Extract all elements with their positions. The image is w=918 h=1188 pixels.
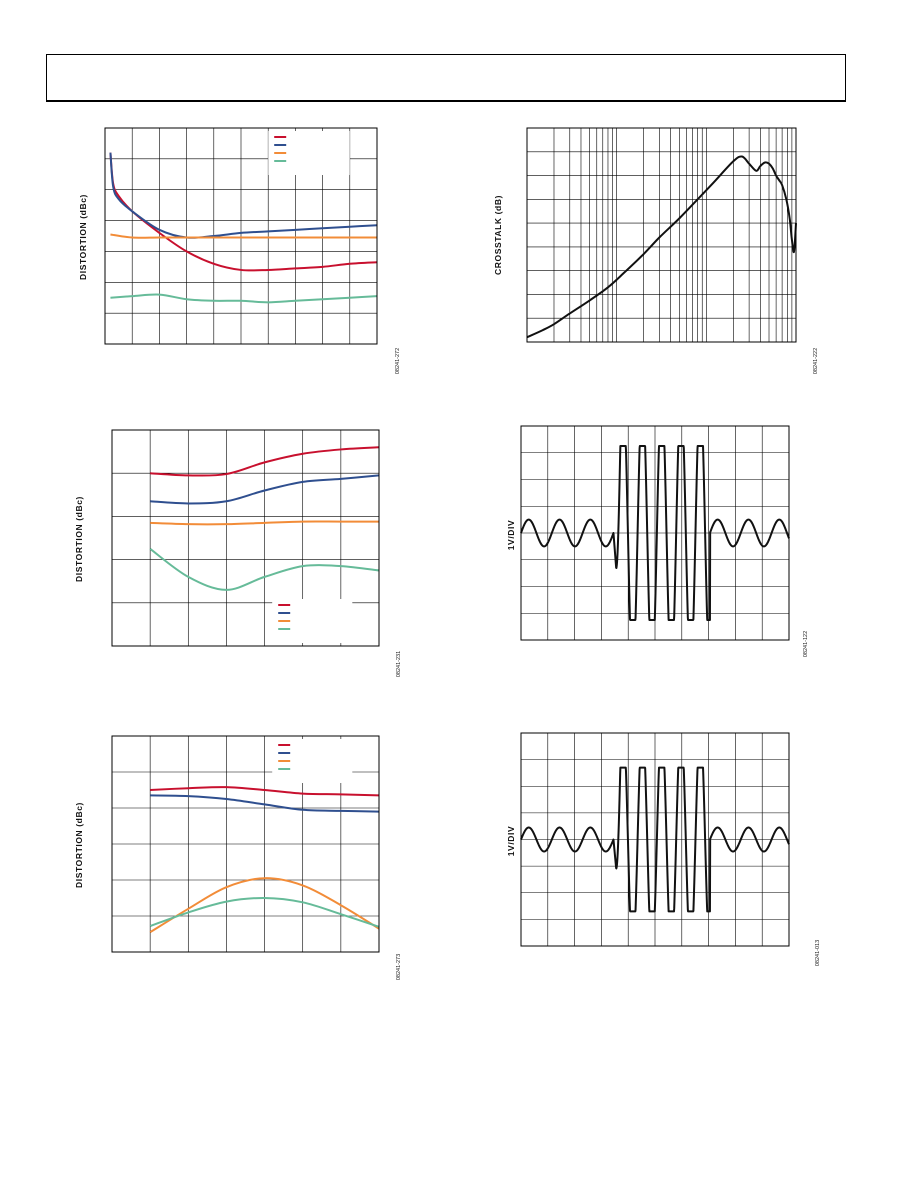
crosstalk-chart-plot-frame [526, 127, 797, 343]
pulse-chart-2-svg [520, 732, 790, 947]
distortion-chart-1 [104, 127, 378, 345]
pulse-chart-1-figure-number: 08241-122 [803, 630, 809, 658]
crosstalk-chart-svg [526, 127, 797, 343]
pulse-chart-2 [520, 732, 790, 947]
distortion-chart-1-series-4-line [110, 293, 378, 304]
distortion-chart-2-series-2-line [150, 474, 380, 505]
page-header-frame [46, 54, 846, 102]
crosstalk-chart-series-line [526, 155, 797, 339]
distortion-chart-1-series-2-line [109, 152, 378, 239]
distortion-chart-3-ylabel: DISTORTION (dBc) [74, 802, 84, 888]
distortion-chart-3 [111, 735, 380, 953]
distortion-chart-2-series-4-line [149, 547, 380, 591]
distortion-chart-2-svg [111, 429, 380, 647]
pulse-chart-1-plot-frame [520, 425, 790, 641]
distortion-chart-3-series-4-line [149, 896, 380, 928]
distortion-chart-3-series-2-line [150, 794, 380, 813]
distortion-chart-3-series-1-line [150, 786, 380, 797]
pulse-chart-1 [520, 425, 790, 641]
pulse-chart-1-ylabel: 1V/DIV [506, 519, 516, 551]
crosstalk-chart-ylabel: CROSSTALK (dB) [493, 194, 503, 275]
crosstalk-chart [526, 127, 797, 343]
pulse-chart-2-ylabel: 1V/DIV [506, 825, 516, 857]
pulse-chart-2-waveform [520, 766, 790, 913]
distortion-chart-3-plot-frame [111, 735, 380, 953]
distortion-chart-1-plot-frame [104, 127, 378, 345]
distortion-chart-2 [111, 429, 380, 647]
pulse-chart-2-plot-frame [520, 732, 790, 947]
distortion-chart-2-ylabel: DISTORTION (dBc) [74, 496, 84, 582]
distortion-chart-1-series-1-line [109, 152, 378, 272]
distortion-chart-3-series-3-line [149, 877, 380, 934]
pulse-chart-2-figure-number: 08241-013 [815, 939, 821, 967]
distortion-chart-2-series-3-line [150, 520, 379, 526]
distortion-chart-1-figure-number: 08241-272 [395, 347, 401, 375]
distortion-chart-1-series-3-line [110, 233, 377, 239]
pulse-chart-1-svg [520, 425, 790, 641]
distortion-chart-1-svg [104, 127, 378, 345]
distortion-chart-1-ylabel: DISTORTION (dBc) [78, 194, 88, 280]
distortion-chart-2-figure-number: 08241-231 [396, 650, 402, 678]
distortion-chart-3-figure-number: 08241-273 [396, 953, 402, 981]
distortion-chart-3-svg [111, 735, 380, 953]
crosstalk-chart-figure-number: 08241-222 [813, 347, 819, 375]
distortion-chart-2-plot-frame [111, 429, 380, 647]
pulse-chart-1-waveform [520, 445, 790, 621]
distortion-chart-2-series-1-line [150, 446, 380, 477]
